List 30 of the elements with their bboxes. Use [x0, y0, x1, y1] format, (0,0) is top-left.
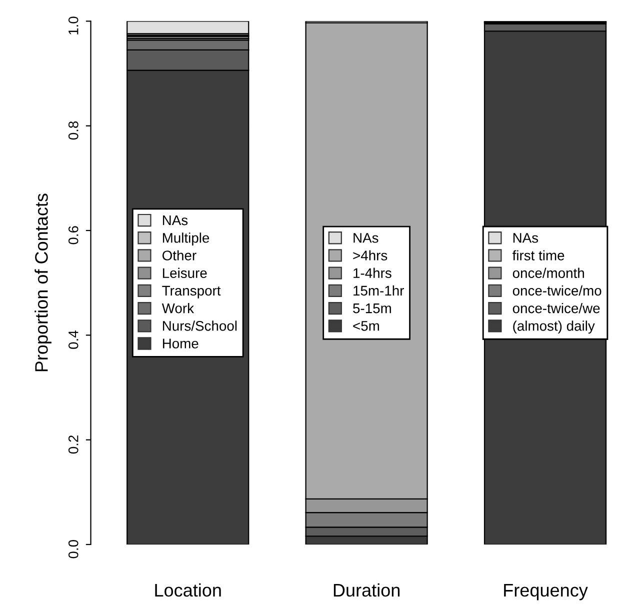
- legend-label: NAs: [354, 233, 378, 243]
- legend-label: Multiple: [162, 232, 210, 246]
- x-tick-label: Location: [155, 583, 221, 597]
- legend-label: Transport: [162, 286, 221, 298]
- legend-label: Home: [162, 338, 198, 348]
- legend-label: <5m: [353, 321, 379, 331]
- legend-label: once-twice/mo: [512, 285, 602, 296]
- legend-label: 1-4hrs: [354, 268, 392, 278]
- legend-label: Work: [162, 303, 194, 314]
- y-tick-label: 0.4: [68, 330, 78, 349]
- legend-label: once/month: [512, 268, 584, 278]
- legend-label: >4hrs: [353, 250, 388, 260]
- y-tick-label: 0.6: [68, 226, 78, 244]
- y-tick-label: 0.0: [68, 540, 78, 558]
- x-tick-label: Duration: [334, 583, 400, 597]
- y-tick-label: 0.2: [68, 436, 78, 454]
- legend-label: Other: [162, 250, 196, 260]
- legend-label: NAs: [513, 233, 538, 243]
- x-tick-label: Frequency: [504, 584, 588, 600]
- y-tick-label: 0.8: [68, 121, 78, 140]
- legend-label: Nurs/School: [162, 320, 237, 331]
- legend-label: 15m-1hr: [354, 285, 404, 296]
- y-axis-title: Proportion of Contacts: [34, 194, 52, 372]
- legend-label: 5-15m: [353, 304, 391, 314]
- legend-label: first time: [512, 250, 564, 260]
- legend-label: NAs: [162, 216, 188, 226]
- legend-label: Leisure: [162, 268, 207, 278]
- legend-label: once-twice/we: [512, 303, 600, 314]
- y-tick-label: 1.0: [68, 16, 78, 34]
- legend-label: (almost) daily: [513, 320, 595, 334]
